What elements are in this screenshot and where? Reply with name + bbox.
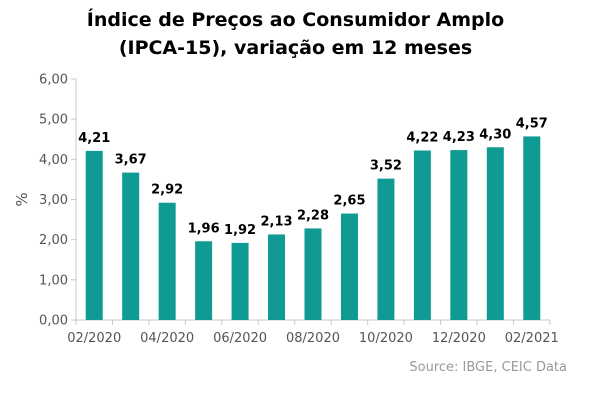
bars xyxy=(85,136,541,320)
data-label: 4,30 xyxy=(479,127,511,142)
data-label: 2,92 xyxy=(151,183,183,198)
data-label: 4,22 xyxy=(406,130,438,145)
x-tick-label: 02/2020 xyxy=(67,331,121,346)
y-tick-label: 3,00 xyxy=(39,193,68,208)
x-tick-label: 12/2020 xyxy=(432,331,486,346)
data-labels: 4,21 3,67 2,92 1,96 1,92 2,13 2,28 2,65 3,52 4,22… xyxy=(78,116,548,237)
data-label: 4,23 xyxy=(443,130,475,145)
data-label: 2,65 xyxy=(333,194,365,209)
bar xyxy=(413,150,431,320)
y-tick-label: 6,00 xyxy=(39,73,68,88)
data-label: 1,96 xyxy=(188,221,220,236)
bar xyxy=(377,178,395,320)
bar xyxy=(268,234,286,320)
axes: 0,00 1,00 2,00 3,00 4,00 5,00 6,00% 02/2020 04/2… xyxy=(13,73,559,347)
y-axis-label: % xyxy=(13,192,31,206)
bar xyxy=(340,213,358,320)
y-tick-label: 5,00 xyxy=(39,113,68,128)
bar xyxy=(195,241,213,320)
y-tick-label: 1,00 xyxy=(39,273,68,288)
bar xyxy=(231,242,249,320)
data-label: 3,67 xyxy=(115,153,147,168)
x-tick-label: 02/2021 xyxy=(505,331,559,346)
bar xyxy=(304,228,322,320)
x-tick-label: 04/2020 xyxy=(140,331,194,346)
bar xyxy=(85,150,103,320)
bar xyxy=(122,172,140,320)
bar xyxy=(523,136,541,320)
chart-title-line-2: (IPCA-15), variação em 12 meses xyxy=(118,37,473,59)
data-label: 2,13 xyxy=(260,214,292,229)
y-tick-label: 4,00 xyxy=(39,153,68,168)
bar xyxy=(158,202,176,320)
data-label: 4,21 xyxy=(78,131,110,146)
x-tick-label: 10/2020 xyxy=(359,331,413,346)
bar xyxy=(450,150,468,320)
chart-title: Índice de Preços ao Consumidor Amplo (IP… xyxy=(0,6,591,62)
data-label: 3,52 xyxy=(370,159,402,174)
bar xyxy=(486,147,504,320)
y-tick-label: 2,00 xyxy=(39,233,68,248)
data-label: 2,28 xyxy=(297,208,329,223)
y-tick-label: 0,00 xyxy=(39,314,68,329)
chart-title-line-1: Índice de Preços ao Consumidor Amplo xyxy=(86,9,505,31)
data-label: 1,92 xyxy=(224,223,256,238)
x-tick-label: 08/2020 xyxy=(286,331,340,346)
x-tick-label: 06/2020 xyxy=(213,331,267,346)
source-note: Source: IBGE, CEIC Data xyxy=(409,360,567,375)
data-label: 4,57 xyxy=(516,116,548,131)
